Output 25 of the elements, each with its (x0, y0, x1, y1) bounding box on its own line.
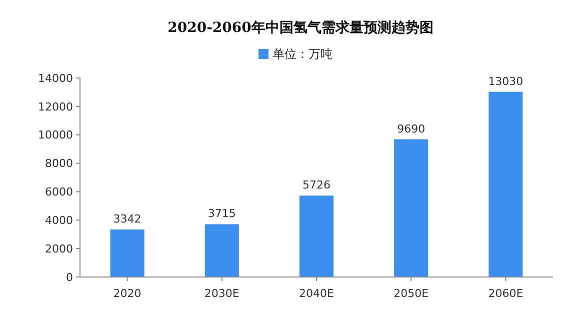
x-tick-label: 2030E (204, 287, 240, 300)
y-tick-label: 4000 (45, 214, 73, 227)
data-label: 5726 (302, 178, 330, 192)
x-tick-label: 2060E (488, 287, 524, 300)
bar (110, 229, 144, 277)
y-tick-label: 6000 (45, 186, 73, 199)
x-tick-label: 2020 (113, 287, 142, 300)
x-tick-label: 2040E (299, 287, 334, 300)
y-tick-label: 10000 (38, 128, 73, 142)
bar (488, 92, 523, 277)
y-tick-label: 0 (66, 270, 73, 284)
legend-label: 单位：万吨 (272, 47, 332, 61)
chart-title: 2020-2060年中国氢气需求量预测趋势图 (168, 20, 434, 36)
data-label: 9690 (397, 122, 426, 136)
y-tick-label: 12000 (38, 100, 73, 114)
data-label: 3342 (113, 212, 142, 226)
bar (394, 139, 428, 277)
y-tick-label: 8000 (45, 157, 73, 170)
bar (204, 224, 239, 277)
x-tick-label: 2050E (394, 287, 429, 300)
bar (299, 196, 334, 277)
data-label: 3715 (208, 207, 236, 220)
data-label: 13030 (488, 74, 524, 88)
y-tick-label: 14000 (38, 72, 73, 85)
y-tick-label: 2000 (45, 242, 73, 256)
